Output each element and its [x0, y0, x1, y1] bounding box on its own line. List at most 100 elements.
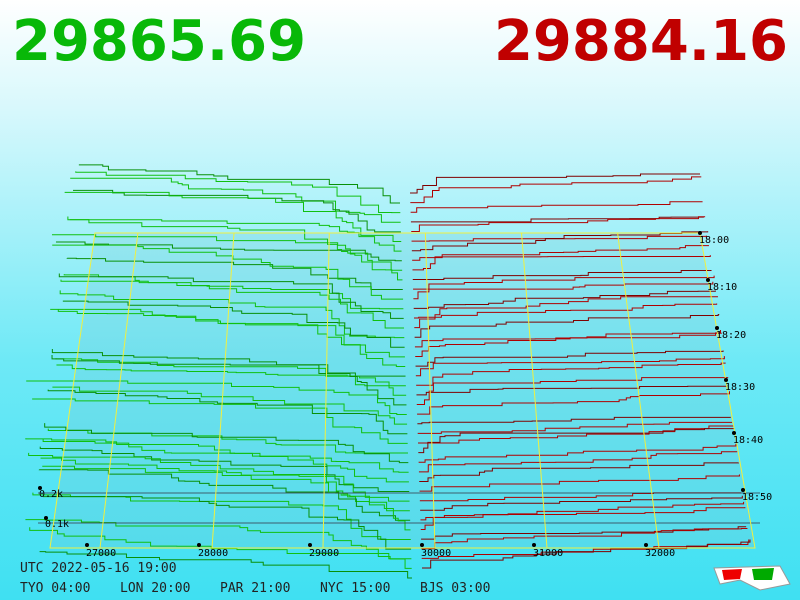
ask-depth-line — [417, 391, 730, 415]
time-tick-dot — [698, 231, 702, 235]
ask-depth-line — [422, 539, 751, 569]
time-tick-label: 18:40 — [733, 435, 763, 446]
ask-depth-line — [410, 201, 703, 213]
lens-red — [722, 569, 742, 580]
timezone-label: NYC 15:00 — [320, 581, 390, 596]
timezone-label: LON 20:00 — [120, 581, 190, 596]
bid-depth-line — [42, 438, 409, 483]
price-grid-line — [521, 232, 548, 549]
ask-depth-line — [420, 507, 746, 531]
ask-depth-line — [413, 281, 714, 290]
ask-depth-line — [418, 425, 734, 444]
ask-depth-line — [416, 377, 729, 406]
bid-depth-line — [62, 300, 405, 348]
bid-depth-line — [51, 348, 406, 377]
ask-depth-line — [421, 526, 747, 540]
ask-depth-line — [410, 216, 704, 223]
time-tick-label: 18:50 — [742, 492, 772, 503]
bid-depth-line — [73, 189, 401, 233]
price-tick-label: 29000 — [309, 548, 339, 559]
timezone-label: TYO 04:00 — [20, 581, 90, 596]
ask-depth-line — [412, 245, 709, 261]
bid-depth-line — [40, 457, 410, 502]
bid-depth-line — [26, 380, 407, 416]
depth-tick-dot — [44, 516, 48, 520]
ask-depth-line — [415, 356, 725, 377]
bid-depth-line — [42, 496, 412, 550]
bid-depth-line — [69, 219, 403, 281]
price-grid-line — [322, 232, 330, 549]
bid-depth-line — [28, 452, 410, 512]
price-tick-dot — [532, 543, 536, 547]
bid-depth-line — [52, 244, 404, 300]
ask-depth-line — [411, 235, 707, 242]
bid-depth-line — [70, 177, 401, 223]
price-grid-line — [211, 232, 235, 549]
ask-depth-line — [411, 231, 709, 252]
ask-depth-line — [414, 296, 718, 329]
depth-tick-label: 0.2k — [39, 489, 63, 500]
bid-depth-line — [32, 398, 408, 444]
price-tick-dot — [85, 543, 89, 547]
ask-depth-line — [418, 451, 738, 473]
ask-depth-line — [421, 528, 748, 550]
time-tick-label: 18:00 — [699, 235, 729, 246]
price-tick-label: 28000 — [198, 548, 228, 559]
price-tick-label: 30000 — [421, 548, 451, 559]
bid-depth-line — [39, 551, 412, 579]
price-tick-label: 32000 — [645, 548, 675, 559]
ask-depth-line — [418, 443, 737, 463]
time-tick-dot — [732, 431, 736, 435]
price-tick-dot — [420, 543, 424, 547]
ask-depth-line — [413, 290, 716, 309]
ask-depth-line — [415, 332, 722, 357]
price-tick-dot — [197, 543, 201, 547]
timezone-label: BJS 03:00 — [420, 581, 490, 596]
bid-price: 29865.69 — [12, 9, 306, 74]
bid-depth-line — [29, 527, 412, 560]
depth-tick-label: 0.1k — [45, 519, 69, 530]
bid-depth-line — [75, 171, 401, 214]
ask-depth-line — [417, 421, 733, 434]
price-grid-line — [424, 232, 436, 549]
time-tick-label: 18:30 — [725, 382, 755, 393]
price-grid-line — [99, 232, 139, 549]
price-tick-label: 31000 — [533, 548, 563, 559]
plot: 27000 28000 29000 30000 31000 32000 18:00 18:10… — [25, 164, 772, 579]
ask-depth-line — [420, 495, 743, 511]
bid-depth-line — [42, 465, 411, 531]
bid-depth-line — [63, 274, 404, 310]
bid-depth-line — [50, 308, 406, 367]
bid-depth-line — [78, 164, 400, 204]
floor-frame — [49, 232, 756, 549]
time-tick-label: 18:10 — [707, 282, 737, 293]
bid-depth-line — [67, 216, 402, 252]
time-tick-dot — [715, 326, 719, 330]
ask-depth-line — [416, 385, 728, 396]
bid-depth-line — [25, 519, 412, 569]
time-tick-dot — [706, 278, 710, 282]
lens-green — [752, 568, 774, 580]
ask-depth-line — [413, 275, 715, 300]
time-tick-dot — [724, 378, 728, 382]
bid-depth-line — [59, 290, 405, 339]
ask-depth-line — [412, 269, 712, 281]
bid-depth-line — [52, 386, 408, 425]
ask-depth-line — [414, 303, 718, 319]
ask-depth-line — [414, 330, 722, 348]
utc-time: UTC 2022-05-16 19:00 — [20, 561, 177, 576]
ask-depth-line — [416, 362, 726, 386]
price-grid-line — [617, 232, 660, 549]
bid-depth-line — [38, 469, 411, 521]
time-tick-dot — [741, 488, 745, 492]
ask-depth-line — [412, 255, 711, 271]
bid-depth-line — [47, 389, 408, 435]
time-tick-label: 18:20 — [716, 330, 746, 341]
bid-depth-line — [66, 257, 403, 291]
timezone-label: PAR 21:00 — [220, 581, 290, 596]
price-tick-dot — [644, 543, 648, 547]
glasses-icon — [713, 565, 791, 591]
ask-depth-line — [419, 462, 739, 482]
bid-depth-line — [56, 364, 406, 387]
